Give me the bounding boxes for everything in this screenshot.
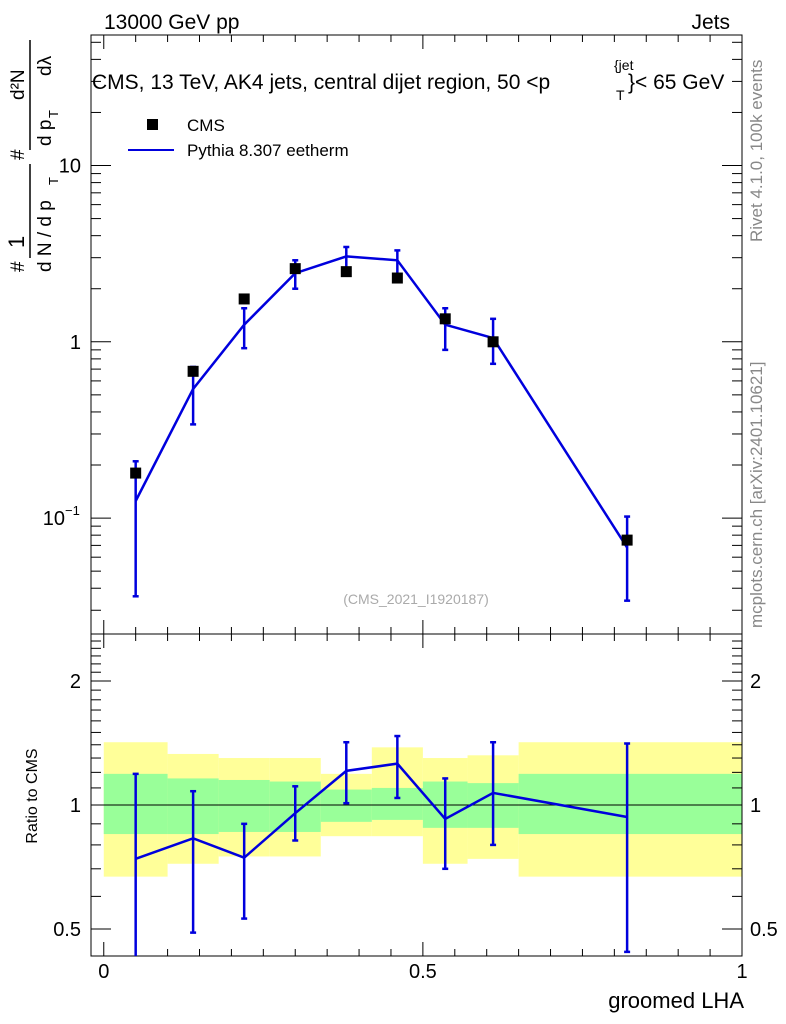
ylabel-den-1-sub: T	[46, 177, 61, 185]
x-tick-label: 0.5	[409, 961, 437, 983]
cms-data-point	[439, 313, 451, 325]
main-y-tick-label: 10	[43, 508, 65, 530]
ratio-plot-panel: 0 0.5 10.5 0.51 12 2	[53, 633, 778, 983]
main-y-axis-label: # 1 d N / d p T # d²N d p T dλ	[4, 40, 61, 272]
main-y-tick-exponent: −1	[65, 503, 80, 518]
ratio-y-tick-label-right: 2	[750, 671, 761, 693]
plot-title: CMS, 13 TeV, AK4 jets, central dijet reg…	[92, 57, 724, 103]
ratio-y-tick-label-left: 2	[70, 671, 81, 693]
cms-data-point	[487, 336, 499, 348]
mcplots-label: mcplots.cern.ch [arXiv:2401.10621]	[747, 362, 766, 628]
ylabel-den-2: d p	[35, 120, 56, 146]
legend-cms-label: CMS	[187, 116, 225, 135]
cms-data-point	[391, 272, 403, 284]
legend-cms-marker	[147, 119, 158, 130]
cms-data-point	[238, 293, 250, 305]
ratio-y-axis-label: Ratio to CMS	[24, 748, 41, 843]
pythia-line	[134, 255, 629, 549]
x-axis-label: groomed LHA	[608, 988, 744, 1013]
header-left-label: 13000 GeV pp	[104, 11, 239, 34]
analysis-watermark: (CMS_2021_I1920187)	[343, 591, 489, 607]
ratio-frame	[90, 633, 743, 957]
legend-pythia-label: Pythia 8.307 eetherm	[187, 141, 349, 160]
ylabel-num-2: d²N	[8, 69, 29, 100]
rivet-label: Rivet 4.1.0, 100k events	[747, 60, 766, 242]
main-y-tick-label: 10	[59, 156, 81, 178]
cms-data-point	[187, 365, 199, 377]
cms-data-point	[289, 263, 301, 275]
plot-title-subscript: T	[616, 87, 625, 103]
ratio-y-tick-label-right: 0.5	[750, 919, 778, 941]
ylabel-hash-2: #	[8, 149, 29, 160]
ylabel-den-1: d N / d p	[35, 200, 56, 272]
ratio-y-tick-label-right: 1	[750, 795, 761, 817]
plot-title-superscript: {jet	[614, 57, 634, 73]
cms-data-point	[340, 266, 352, 278]
legend: CMS Pythia 8.307 eetherm	[128, 116, 349, 160]
x-tick-label: 1	[736, 961, 747, 983]
ylabel-num-1: 1	[4, 236, 29, 248]
ylabel-hash-1: #	[8, 261, 29, 272]
cms-data-point	[621, 534, 633, 546]
x-tick-label: 0	[98, 961, 109, 983]
ratio-y-tick-label-left: 0.5	[53, 919, 81, 941]
main-y-tick-label: 1	[70, 332, 81, 354]
plot-title-text: CMS, 13 TeV, AK4 jets, central dijet reg…	[92, 71, 550, 94]
header-right-label: Jets	[691, 11, 730, 34]
ylabel-den-2-sub: T	[46, 110, 61, 118]
plot-title-end: }< 65 GeV	[628, 71, 724, 94]
ratio-line	[135, 762, 628, 861]
cms-data-point	[130, 467, 142, 479]
ratio-y-tick-label-left: 1	[70, 795, 81, 817]
ylabel-den-2b: dλ	[35, 55, 56, 76]
